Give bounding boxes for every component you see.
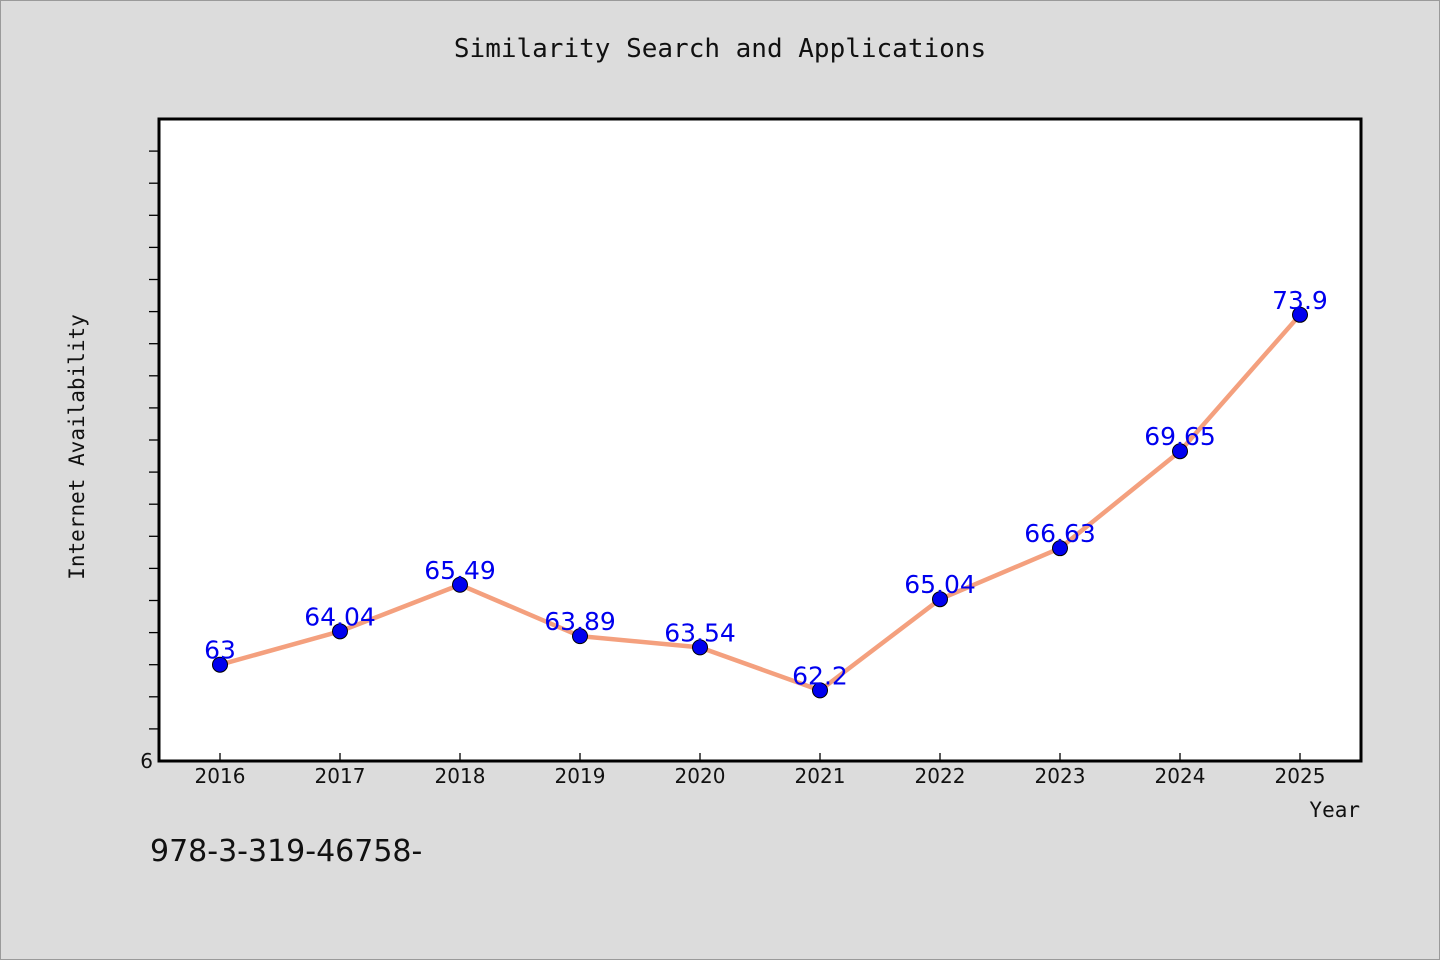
isbn-note: 978-3-319-46758- xyxy=(150,834,423,869)
data-label: 66.63 xyxy=(1024,519,1096,548)
series-line xyxy=(217,312,1303,693)
plot-area xyxy=(157,117,1363,763)
x-tick-label: 2020 xyxy=(675,764,726,788)
x-tick-label: 2021 xyxy=(795,764,846,788)
data-label: 69.65 xyxy=(1144,422,1216,451)
y-tick-label: 6 xyxy=(140,749,153,773)
data-label: 65.04 xyxy=(904,570,976,599)
x-tick-label: 2019 xyxy=(555,764,606,788)
y-axis-ticks: 6 xyxy=(140,150,159,773)
y-axis-label: Internet Availability xyxy=(65,314,89,580)
data-label: 63 xyxy=(204,636,236,665)
x-tick-label: 2025 xyxy=(1275,764,1326,788)
x-tick-label: 2017 xyxy=(315,764,366,788)
data-label: 73.9 xyxy=(1272,286,1328,315)
data-point xyxy=(1292,306,1308,323)
data-point xyxy=(212,656,228,673)
data-point xyxy=(452,576,468,593)
data-label: 62.2 xyxy=(792,661,848,690)
data-point xyxy=(932,591,948,608)
data-label: 63.54 xyxy=(664,618,736,647)
x-tick-label: 2023 xyxy=(1035,764,1086,788)
chart-title: Similarity Search and Applications xyxy=(453,34,987,64)
data-point xyxy=(692,639,708,656)
x-axis-ticks: 2016 2017 2018 2019 2020 2021 2022 2023 2024 2025 xyxy=(195,753,1326,788)
data-point xyxy=(812,682,828,699)
data-label: 65.49 xyxy=(424,556,496,585)
data-point xyxy=(332,623,348,640)
x-tick-label: 2016 xyxy=(195,764,246,788)
data-point xyxy=(1052,540,1068,557)
data-point xyxy=(572,628,588,645)
data-label: 63.89 xyxy=(544,607,616,636)
x-tick-label: 2022 xyxy=(915,764,966,788)
x-tick-label: 2024 xyxy=(1155,764,1206,788)
x-tick-label: 2018 xyxy=(435,764,486,788)
x-axis-label: Year xyxy=(1309,798,1360,822)
data-label: 64.04 xyxy=(304,602,376,631)
series-group: 63 64.04 65.49 63.89 63.54 62.2 65.04 66.63 69.6… xyxy=(204,286,1328,699)
data-point xyxy=(1172,443,1188,460)
